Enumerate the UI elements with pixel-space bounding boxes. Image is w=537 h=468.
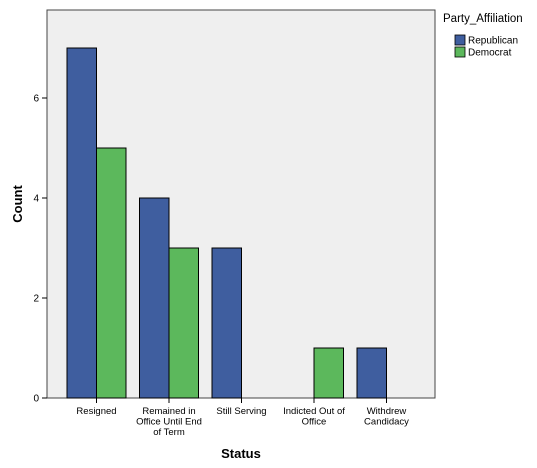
bar-democrat (96, 147, 127, 399)
x-tick-label: Indicted Out of Office (283, 406, 345, 428)
x-tick-label-line: Resigned (76, 406, 116, 417)
x-axis-title: Status (221, 446, 261, 461)
y-tick-label: 2 (33, 294, 39, 305)
x-tick-label-line: Withdrew (367, 406, 407, 417)
x-tick-label: Remained in Office Until End of Term (136, 406, 202, 438)
bar-republican (356, 347, 387, 399)
y-tick-label: 6 (33, 94, 39, 105)
x-tick-label-line: Still Serving (216, 406, 266, 417)
y-axis-title: Count (10, 185, 25, 223)
x-tick-label-line: Indicted Out of (283, 406, 345, 417)
legend-swatch-republican (454, 34, 466, 46)
x-tick-label: Still Serving (216, 406, 266, 417)
bars-layer (66, 47, 387, 399)
y-tick-label: 0 (33, 394, 39, 405)
x-tick-label: Resigned (76, 406, 116, 417)
y-axis: 0 2 4 6 (33, 94, 47, 405)
bar-democrat (313, 347, 344, 399)
legend-label-republican: Republican (468, 36, 518, 47)
legend-swatch-democrat (454, 46, 466, 58)
x-tick-label-line: Office (302, 417, 327, 428)
x-tick-label-line: Office Until End (136, 417, 202, 428)
bar-republican (139, 197, 170, 399)
x-axis: Resigned Remained in Office Until End of Te… (76, 398, 409, 438)
bar-democrat (168, 247, 199, 399)
legend-label-democrat: Democrat (468, 48, 512, 59)
x-tick-label-line: of Term (153, 427, 185, 438)
bar-republican (211, 247, 242, 399)
legend-title: Party_Affiliation (443, 13, 523, 25)
x-tick-label-line: Remained in (142, 406, 195, 417)
bar-republican (66, 47, 97, 399)
x-tick-label: Withdrew Candidacy (364, 406, 409, 428)
y-tick-label: 4 (33, 194, 39, 205)
x-tick-label-line: Candidacy (364, 417, 409, 428)
